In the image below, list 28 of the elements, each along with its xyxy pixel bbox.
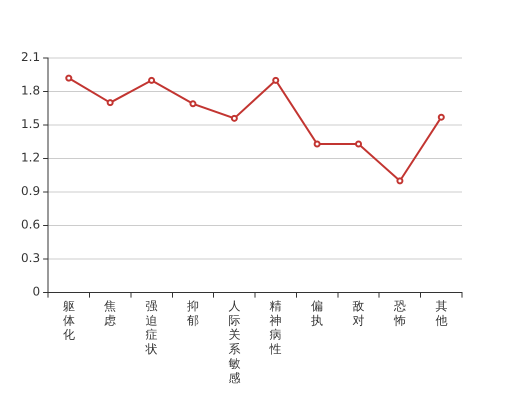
point [106,99,114,106]
point [355,140,362,148]
y-tick-label: 0.6 [20,218,40,232]
x-tick-label: 恐怖 [392,298,406,328]
point [65,74,72,82]
x-tick-label: 抑郁 [186,298,199,328]
point [230,114,238,122]
y-tick-label: 0.3 [20,251,40,266]
point [438,114,445,121]
point [272,76,280,84]
point [148,76,156,84]
x-tick-label: 焦虑 [104,298,116,328]
y-tick-label: 0.9 [20,184,40,198]
y-tick-label: 0 [32,284,40,299]
x-tick-label: 强迫症状 [144,298,158,356]
y-tick-label: 1.8 [20,84,40,98]
x-tick-label: 精神病性 [268,298,282,356]
y-tick-label: 2.1 [20,50,40,64]
x-tick-label: 其他 [435,298,448,328]
point [314,140,321,148]
x-tick-label: 人际关系敏感 [228,298,240,385]
point [189,100,196,108]
x-tick-label: 偏执 [311,298,324,328]
x-tick-label: 敌对 [352,298,365,328]
x-tick-label: 躯体化 [62,298,75,342]
y-tick-label: 1.2 [20,150,40,165]
point [396,177,404,184]
y-tick-label: 1.5 [20,117,40,132]
